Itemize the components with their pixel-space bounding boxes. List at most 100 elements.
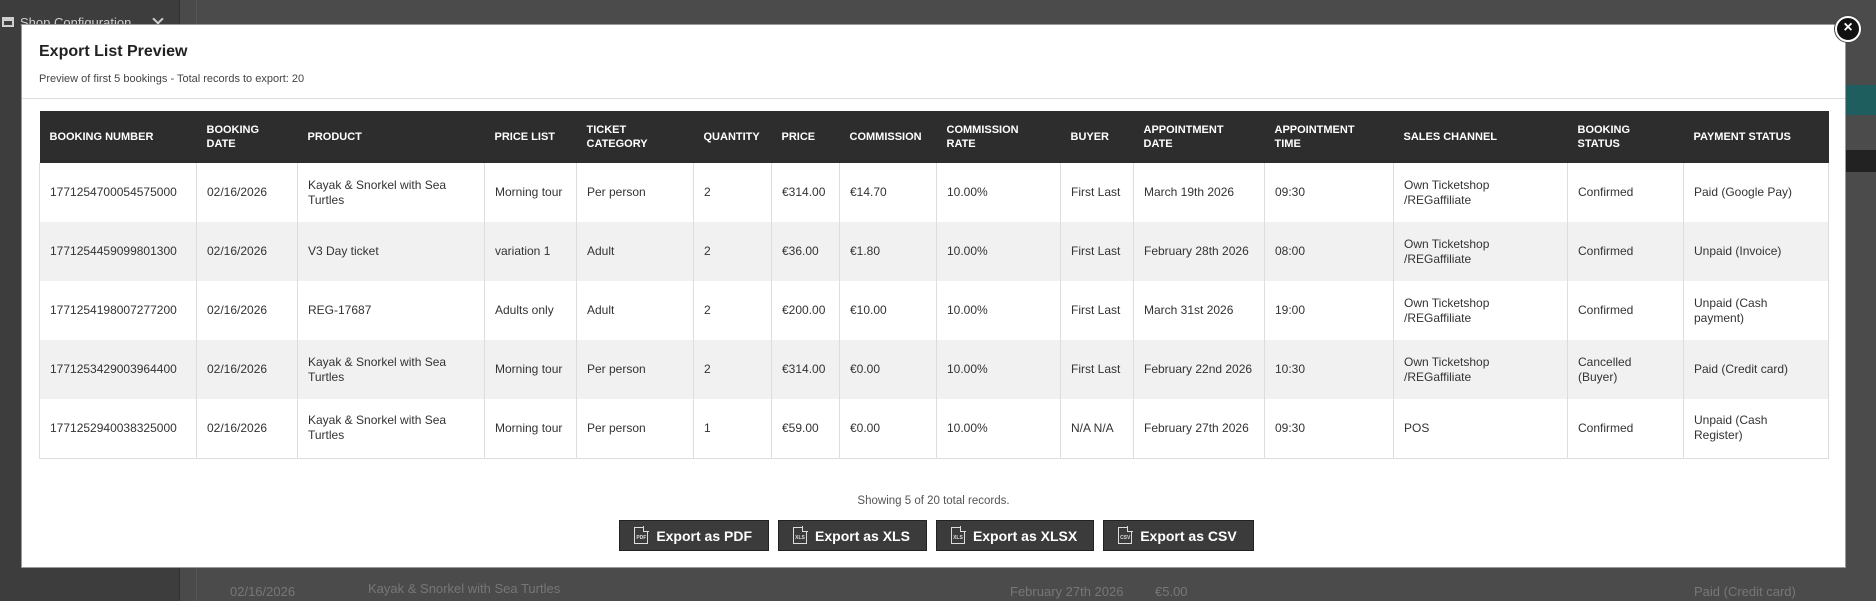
table-cell: First Last: [1060, 281, 1134, 340]
table-cell: 02/16/2026: [196, 399, 298, 459]
table-cell: February 28th 2026: [1133, 222, 1265, 281]
xlsx-file-icon: XLS: [950, 526, 966, 544]
column-header: APPOINTMENT TIME: [1264, 111, 1394, 163]
export-pdf-button[interactable]: PDF Export as PDF: [619, 520, 770, 551]
table-cell: 10.00%: [936, 340, 1061, 399]
table-cell: 1771253429003964400: [39, 340, 197, 399]
table-cell: 09:30: [1264, 163, 1394, 222]
table-cell: 19:00: [1264, 281, 1394, 340]
column-header: SALES CHANNEL: [1393, 111, 1568, 163]
table-cell: Adult: [576, 222, 694, 281]
table-row: 1771254700054575000 02/16/2026 Kayak & Sno…: [39, 163, 1829, 222]
column-header: QUANTITY: [693, 111, 772, 163]
column-header: PAYMENT STATUS: [1683, 111, 1829, 163]
table-cell: POS: [1393, 399, 1568, 459]
table-cell: First Last: [1060, 340, 1134, 399]
table-cell: Kayak & Snorkel with Sea Turtles: [297, 340, 485, 399]
table-cell: 1771254700054575000: [39, 163, 197, 222]
export-preview-modal: Export List Preview Preview of first 5 b…: [21, 24, 1846, 568]
column-header: BOOKING DATE: [196, 111, 298, 163]
table-cell: February 22nd 2026: [1133, 340, 1265, 399]
table-cell: 10.00%: [936, 222, 1061, 281]
table-cell: N/A N/A: [1060, 399, 1134, 459]
column-header: PRICE LIST: [484, 111, 577, 163]
table-cell: V3 Day ticket: [297, 222, 485, 281]
table-cell: €36.00: [771, 222, 840, 281]
close-button[interactable]: ×: [1835, 16, 1861, 42]
modal-header: Export List Preview Preview of first 5 b…: [22, 25, 1845, 99]
export-button-label: Export as XLSX: [972, 527, 1078, 544]
modal-title: Export List Preview: [39, 43, 188, 60]
background-row-appointment: February 27th 2026: [1010, 584, 1124, 599]
table-cell: Morning tour: [484, 163, 577, 222]
table-cell: €314.00: [771, 163, 840, 222]
table-cell: Per person: [576, 340, 694, 399]
table-header-row: BOOKING NUMBER BOOKING DATE PRODUCT PRIC…: [39, 111, 1829, 163]
table-cell: €0.00: [839, 399, 937, 459]
column-header: BUYER: [1060, 111, 1134, 163]
background-row-date: 02/16/2026: [230, 584, 296, 599]
table-cell: 2: [693, 340, 772, 399]
export-csv-button[interactable]: CSV Export as CSV: [1103, 520, 1254, 551]
table-cell: 2: [693, 163, 772, 222]
column-header: COMMISSION RATE: [936, 111, 1061, 163]
table-cell: 08:00: [1264, 222, 1394, 281]
column-header: BOOKING STATUS: [1567, 111, 1684, 163]
chevron-down-icon: [152, 13, 164, 25]
export-buttons: PDF Export as PDF XLS Export as XLS XLS …: [22, 520, 1845, 551]
export-button-label: Export as XLS: [815, 527, 910, 544]
table-cell: 10.00%: [936, 281, 1061, 340]
export-button-label: Export as PDF: [656, 527, 753, 544]
table-cell: Own Ticketshop /REGaffiliate: [1393, 281, 1568, 340]
table-cell: €14.70: [839, 163, 937, 222]
table-cell: 2: [693, 222, 772, 281]
table-cell: Own Ticketshop /REGaffiliate: [1393, 340, 1568, 399]
table-cell: Unpaid (Invoice): [1683, 222, 1829, 281]
background-row-price: €5.00: [1155, 584, 1188, 599]
table-cell: February 27th 2026: [1133, 399, 1265, 459]
table-cell: March 19th 2026: [1133, 163, 1265, 222]
preview-table-container: BOOKING NUMBER BOOKING DATE PRODUCT PRIC…: [39, 111, 1829, 459]
column-header: PRODUCT: [297, 111, 485, 163]
table-cell: Adults only: [484, 281, 577, 340]
table-cell: First Last: [1060, 222, 1134, 281]
column-header: PRICE: [771, 111, 840, 163]
records-count-text: Showing 5 of 20 total records.: [857, 495, 1010, 507]
table-body: 1771254700054575000 02/16/2026 Kayak & Sno…: [39, 163, 1829, 459]
table-cell: Unpaid (Cash Register): [1683, 399, 1829, 459]
table-row: 1771252940038325000 02/16/2026 Kayak & Sno…: [39, 399, 1829, 459]
table-cell: Morning tour: [484, 399, 577, 459]
export-xlsx-button[interactable]: XLS Export as XLSX: [935, 520, 1095, 551]
table-cell: 10:30: [1264, 340, 1394, 399]
table-cell: €200.00: [771, 281, 840, 340]
table-cell: Kayak & Snorkel with Sea Turtles: [297, 163, 485, 222]
table-cell: variation 1: [484, 222, 577, 281]
table-row: 1771253429003964400 02/16/2026 Kayak & Sno…: [39, 340, 1829, 399]
table-cell: 10.00%: [936, 399, 1061, 459]
background-row-payment: Paid (Credit card): [1694, 584, 1796, 599]
table-row: 1771254198007277200 02/16/2026 REG-17687 Ad…: [39, 281, 1829, 340]
table-cell: Kayak & Snorkel with Sea Turtles: [297, 399, 485, 459]
pdf-file-icon: PDF: [634, 526, 650, 544]
preview-table: BOOKING NUMBER BOOKING DATE PRODUCT PRIC…: [39, 111, 1829, 459]
column-header: COMMISSION: [839, 111, 937, 163]
table-cell: €10.00: [839, 281, 937, 340]
table-cell: Adult: [576, 281, 694, 340]
modal-subtitle: Preview of first 5 bookings - Total reco…: [39, 73, 305, 85]
table-cell: 10.00%: [936, 163, 1061, 222]
table-cell: Own Ticketshop /REGaffiliate: [1393, 222, 1568, 281]
table-cell: €1.80: [839, 222, 937, 281]
export-button-label: Export as CSV: [1140, 527, 1237, 544]
table-cell: Morning tour: [484, 340, 577, 399]
table-cell: Per person: [576, 163, 694, 222]
background-row-product: Kayak & Snorkel with Sea Turtles: [368, 581, 561, 596]
table-row: 1771254459099801300 02/16/2026 V3 Day tick…: [39, 222, 1829, 281]
table-cell: Confirmed: [1567, 281, 1684, 340]
table-cell: 1771254459099801300: [39, 222, 197, 281]
table-cell: 02/16/2026: [196, 340, 298, 399]
export-xls-button[interactable]: XLS Export as XLS: [778, 520, 927, 551]
table-cell: Unpaid (Cash payment): [1683, 281, 1829, 340]
table-cell: Per person: [576, 399, 694, 459]
column-header: BOOKING NUMBER: [39, 111, 197, 163]
table-cell: €0.00: [839, 340, 937, 399]
